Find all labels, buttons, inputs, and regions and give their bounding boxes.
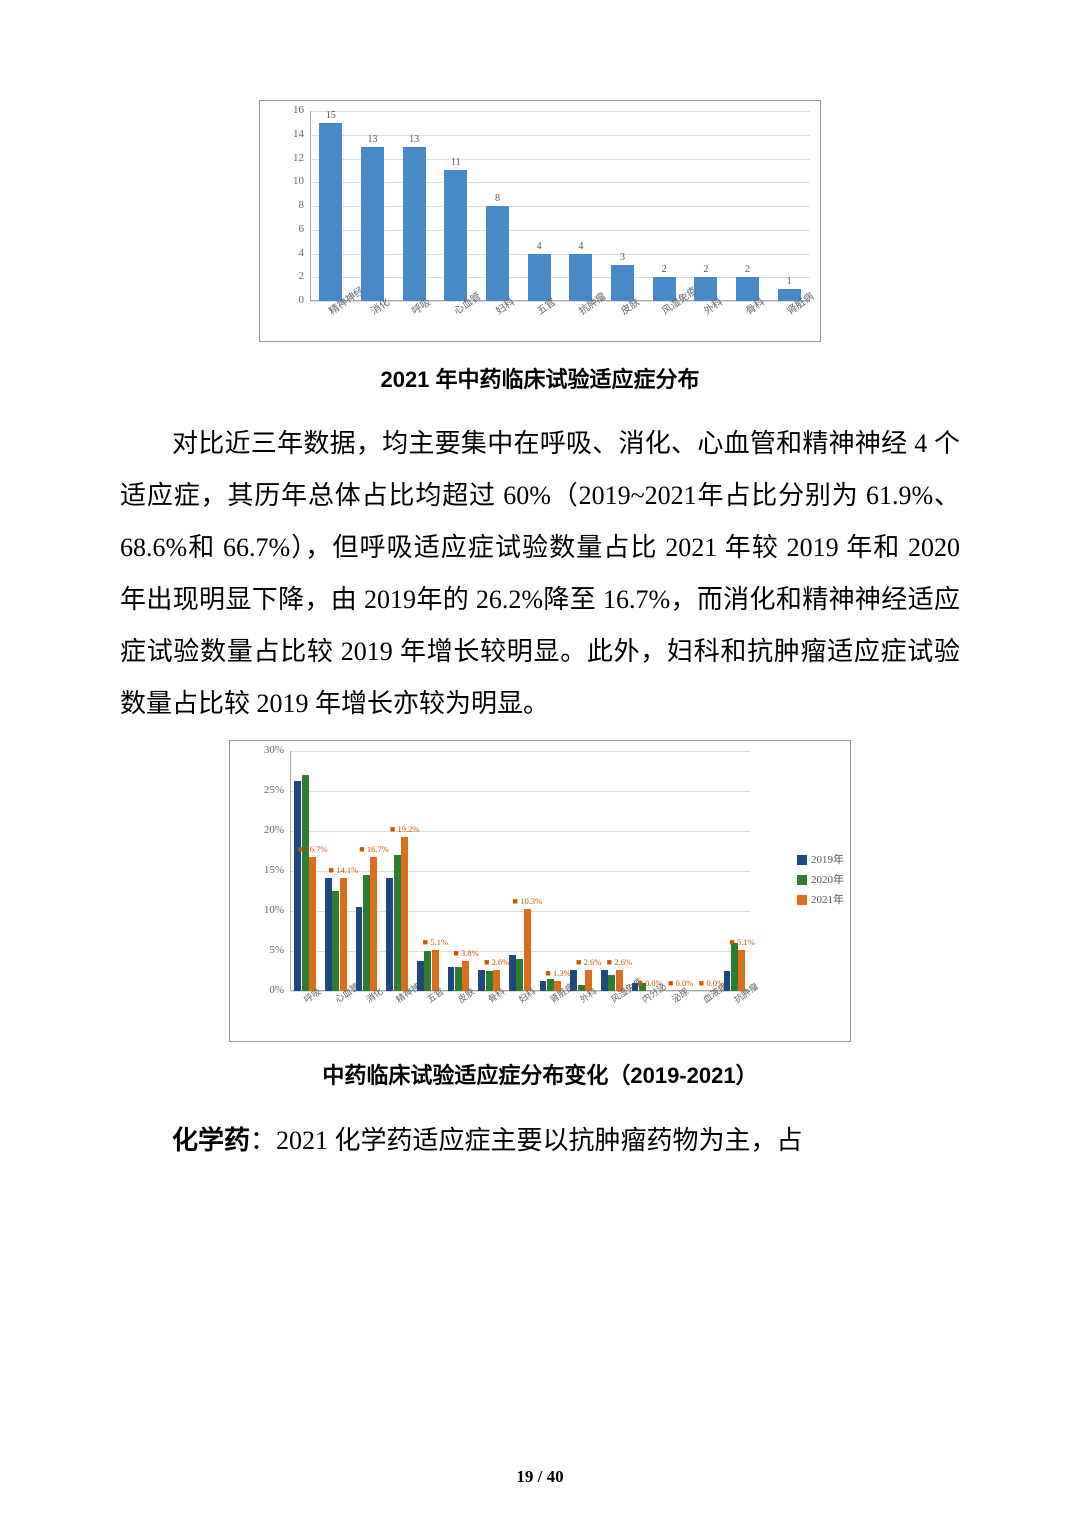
legend-item: 2020年 bbox=[797, 871, 844, 887]
legend-item: 2021年 bbox=[797, 891, 844, 907]
series-value-label: ■ 16.7% bbox=[298, 844, 328, 854]
grouped-bar bbox=[417, 961, 424, 991]
y-tick-label: 2 bbox=[280, 270, 304, 282]
bar-value-label: 13 bbox=[399, 134, 429, 145]
series-value-label: ■ 0.0% bbox=[637, 978, 662, 988]
grouped-bar bbox=[724, 971, 731, 991]
grouped-bar bbox=[294, 781, 301, 991]
chart-1-container: 024681012141615精神神经13消化13呼吸11心血管8妇科4五官4抗… bbox=[259, 100, 821, 342]
grouped-bar bbox=[325, 878, 332, 991]
body-paragraph-2: 化学药：2021 化学药适应症主要以抗肿瘤药物为主，占 bbox=[120, 1114, 960, 1167]
legend-label: 2021年 bbox=[811, 894, 844, 906]
page-number: 19 / 40 bbox=[0, 1467, 1080, 1487]
legend-label: 2020年 bbox=[811, 874, 844, 886]
bar-value-label: 8 bbox=[483, 193, 513, 204]
bar-value-label: 1 bbox=[774, 276, 804, 287]
grouped-bar bbox=[386, 878, 393, 991]
bar bbox=[361, 147, 384, 301]
y-tick-label: 25% bbox=[250, 784, 284, 796]
grouped-bar bbox=[570, 970, 577, 991]
body-paragraph-1: 对比近三年数据，均主要集中在呼吸、消化、心血管和精神神经 4 个适应症，其历年总… bbox=[120, 418, 960, 730]
bar-value-label: 4 bbox=[566, 241, 596, 252]
chart-1-plot: 024681012141615精神神经13消化13呼吸11心血管8妇科4五官4抗… bbox=[310, 111, 810, 301]
series-value-label: ■ 2.6% bbox=[576, 957, 601, 967]
series-value-label: ■ 1.3% bbox=[545, 968, 570, 978]
y-tick-label: 10% bbox=[250, 904, 284, 916]
series-value-label: ■ 14.1% bbox=[329, 865, 359, 875]
series-value-label: ■ 5.1% bbox=[729, 937, 754, 947]
bar-value-label: 2 bbox=[733, 264, 763, 275]
grouped-bar bbox=[424, 951, 431, 991]
grouped-bar bbox=[356, 907, 363, 991]
grouped-bar bbox=[394, 855, 401, 991]
grouped-bar bbox=[478, 970, 485, 991]
y-tick-label: 16 bbox=[280, 104, 304, 116]
chart-2-legend: 2019年 2020年 2021年 bbox=[797, 851, 844, 911]
series-value-label: ■ 19.2% bbox=[390, 824, 420, 834]
grouped-bar bbox=[401, 837, 408, 991]
grouped-bar bbox=[516, 959, 523, 991]
bar-value-label: 15 bbox=[316, 110, 346, 121]
paragraph-2-lead: 化学药 bbox=[172, 1125, 250, 1155]
y-tick-label: 4 bbox=[280, 247, 304, 259]
bar-value-label: 13 bbox=[358, 134, 388, 145]
y-tick-label: 14 bbox=[280, 128, 304, 140]
grouped-bar bbox=[547, 979, 554, 991]
grouped-bar bbox=[509, 955, 516, 991]
series-value-label: ■ 0.0% bbox=[668, 978, 693, 988]
grouped-bar bbox=[486, 971, 493, 991]
series-value-label: ■ 10.3% bbox=[513, 896, 543, 906]
series-value-label: ■ 0.0% bbox=[699, 978, 724, 988]
grouped-bar bbox=[524, 909, 531, 991]
grouped-bar bbox=[309, 857, 316, 991]
bar bbox=[444, 170, 467, 301]
document-page: 024681012141615精神神经13消化13呼吸11心血管8妇科4五官4抗… bbox=[0, 0, 1080, 1527]
y-tick-label: 20% bbox=[250, 824, 284, 836]
legend-item: 2019年 bbox=[797, 851, 844, 867]
bar bbox=[486, 206, 509, 301]
grouped-bar bbox=[608, 975, 615, 991]
bar-value-label: 3 bbox=[608, 252, 638, 263]
series-value-label: ■ 2.6% bbox=[484, 957, 509, 967]
bar bbox=[319, 123, 342, 301]
legend-swatch bbox=[797, 895, 807, 905]
series-value-label: ■ 3.8% bbox=[453, 948, 478, 958]
y-tick-label: 6 bbox=[280, 223, 304, 235]
grouped-bar bbox=[731, 943, 738, 991]
y-tick-label: 5% bbox=[250, 944, 284, 956]
series-value-label: ■ 5.1% bbox=[423, 937, 448, 947]
chart-1-caption: 2021 年中药临床试验适应症分布 bbox=[120, 362, 960, 394]
grouped-bar bbox=[448, 967, 455, 991]
bar-value-label: 2 bbox=[649, 264, 679, 275]
series-value-label: ■ 16.7% bbox=[359, 844, 389, 854]
grouped-bar bbox=[370, 857, 377, 991]
y-tick-label: 15% bbox=[250, 864, 284, 876]
bar bbox=[403, 147, 426, 301]
y-tick-label: 10 bbox=[280, 175, 304, 187]
y-tick-label: 0 bbox=[280, 294, 304, 306]
grouped-bar bbox=[363, 875, 370, 991]
grouped-bar bbox=[302, 775, 309, 991]
chart-2-plot: 0%5%10%15%20%25%30%呼吸心血管消化精神神经五官皮肤骨科妇科肾脏… bbox=[290, 751, 750, 991]
grouped-bar bbox=[340, 878, 347, 991]
chart-2-container: 0%5%10%15%20%25%30%呼吸心血管消化精神神经五官皮肤骨科妇科肾脏… bbox=[229, 740, 851, 1042]
bar-value-label: 2 bbox=[691, 264, 721, 275]
bar-value-label: 11 bbox=[441, 157, 471, 168]
legend-swatch bbox=[797, 855, 807, 865]
grouped-bar bbox=[332, 891, 339, 991]
series-value-label: ■ 2.6% bbox=[607, 957, 632, 967]
y-tick-label: 8 bbox=[280, 199, 304, 211]
bar-value-label: 4 bbox=[524, 241, 554, 252]
legend-swatch bbox=[797, 875, 807, 885]
y-tick-label: 0% bbox=[250, 984, 284, 996]
y-tick-label: 12 bbox=[280, 152, 304, 164]
y-tick-label: 30% bbox=[250, 744, 284, 756]
grouped-bar bbox=[601, 970, 608, 991]
grouped-bar bbox=[540, 981, 547, 991]
grouped-bar bbox=[455, 967, 462, 991]
chart-2-caption: 中药临床试验适应症分布变化（2019-2021） bbox=[120, 1058, 960, 1090]
paragraph-2-rest: ：2021 化学药适应症主要以抗肿瘤药物为主，占 bbox=[250, 1126, 803, 1155]
legend-label: 2019年 bbox=[811, 854, 844, 866]
